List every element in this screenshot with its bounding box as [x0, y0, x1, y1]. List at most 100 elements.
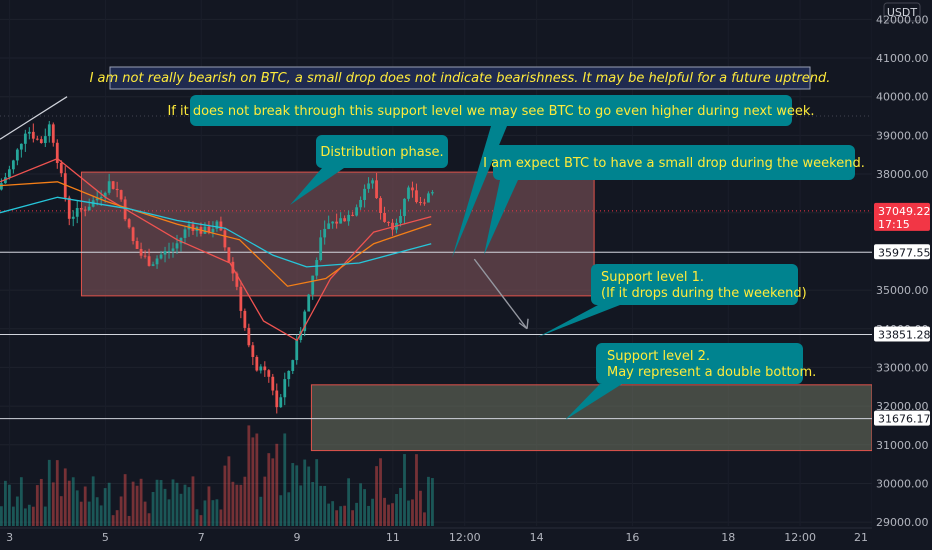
price-tag-label: 37049.22 — [878, 205, 931, 218]
volume-bar — [339, 506, 343, 526]
volume-bar — [211, 500, 215, 526]
volume-bar — [323, 485, 327, 526]
annotations: I am not really bearish on BTC, a small … — [90, 66, 865, 420]
candle-body — [347, 214, 351, 222]
projection-arrow-line[interactable] — [473, 258, 528, 330]
price-tag — [874, 410, 930, 426]
candle-body — [99, 196, 103, 199]
note-support-1[interactable]: Support level 1. (If it drops during the… — [538, 264, 807, 337]
volume-bar — [327, 503, 331, 526]
volume-bar — [275, 443, 279, 526]
headline-annotation[interactable]: I am not really bearish on BTC, a small … — [90, 66, 831, 90]
x-tick-label: 3 — [6, 531, 13, 544]
candle-body — [179, 237, 183, 244]
price-tag — [874, 202, 930, 231]
volume-bar — [87, 501, 91, 526]
volume-bar — [267, 453, 271, 526]
volume-bar — [179, 493, 183, 526]
note-support-1-line-1: Support level 1. — [601, 270, 704, 285]
volume-bar — [307, 466, 311, 526]
candle-body — [11, 160, 15, 170]
volume-bar — [163, 488, 167, 526]
candle-body — [147, 256, 151, 266]
volume-bar — [423, 512, 426, 526]
volume-bar — [43, 506, 47, 526]
candle-body — [355, 207, 358, 216]
candle-body — [59, 163, 63, 174]
volume-bar — [399, 487, 402, 526]
note-support-1-line-2: (If it drops during the weekend) — [601, 286, 807, 301]
volume-bar — [203, 500, 207, 526]
candle-body — [247, 327, 251, 346]
volume-bar — [419, 490, 422, 526]
volume-bar — [295, 465, 299, 526]
y-tick-label: 40000.00 — [876, 91, 929, 104]
candle-body — [263, 366, 267, 371]
candle-body — [211, 228, 215, 233]
note-support-2[interactable]: Support level 2. May represent a double … — [565, 343, 816, 420]
x-tick-label: 21 — [854, 531, 868, 544]
candle-body — [47, 124, 51, 137]
candle-body — [363, 188, 366, 200]
volume-bar — [227, 456, 231, 526]
volume-bar — [103, 488, 107, 526]
time-axis[interactable]: 3 5 7 9 11 12:00 14 16 18 12:00 21 — [0, 527, 872, 544]
volume-bar — [139, 478, 143, 526]
y-tick-label: 35000.00 — [876, 284, 929, 297]
note-distribution[interactable]: Distribution phase. — [290, 135, 448, 205]
candle-body — [35, 138, 39, 140]
price-axis[interactable]: USDT 42000.00 41000.00 40000.00 39000.00 380… — [872, 0, 932, 550]
candle-body — [83, 209, 87, 211]
projection-arrow-head — [518, 318, 529, 330]
volume-bar — [335, 510, 339, 526]
volume-bar — [75, 490, 79, 526]
candle-body — [115, 188, 119, 191]
candle-body — [7, 169, 11, 178]
candle-body — [259, 366, 263, 371]
candle-body — [95, 198, 99, 201]
candle-body — [359, 199, 362, 208]
volume-bar — [135, 485, 139, 526]
distribution-zone[interactable] — [80, 171, 595, 297]
candle-body — [255, 356, 259, 371]
volume-bar — [303, 459, 307, 526]
volume-bar — [351, 510, 355, 526]
candle-body — [111, 181, 115, 189]
candle-body — [79, 208, 83, 210]
candle-body — [223, 230, 227, 248]
candle-body — [287, 370, 291, 380]
trend-line[interactable] — [0, 96, 68, 140]
candle-body — [203, 226, 207, 234]
volume-bar — [235, 484, 239, 526]
candle-body — [423, 202, 426, 204]
volume-bar — [27, 504, 31, 526]
candle-body — [227, 247, 231, 262]
candle-body — [43, 136, 47, 144]
volume-bar — [223, 465, 227, 526]
volume-bar — [279, 495, 283, 526]
volume-bar — [35, 485, 39, 526]
y-tick-label: 29000.00 — [876, 516, 929, 529]
candle-body — [383, 212, 386, 222]
volume-bar — [231, 481, 235, 526]
x-tick-label: 11 — [386, 531, 400, 544]
note-weekend-drop[interactable]: I am expect BTC to have a small drop dur… — [483, 145, 865, 255]
candle-body — [351, 214, 355, 216]
volume-bar — [263, 476, 267, 526]
y-tick-label: 39000.00 — [876, 129, 929, 142]
candle-body — [367, 183, 370, 189]
currency-badge[interactable] — [883, 2, 921, 22]
y-tick-label: 30000.00 — [876, 477, 929, 490]
candle-body — [159, 254, 163, 259]
volume-bar — [71, 477, 75, 526]
volume-bar — [347, 478, 351, 526]
candle-body — [107, 181, 111, 193]
candle-body — [139, 248, 143, 256]
volume-bar — [55, 460, 59, 526]
candle-body — [119, 190, 123, 200]
x-tick-label: 9 — [294, 531, 301, 544]
volume-bar — [415, 454, 418, 526]
candle-body — [431, 192, 434, 194]
candle-body — [55, 142, 59, 164]
